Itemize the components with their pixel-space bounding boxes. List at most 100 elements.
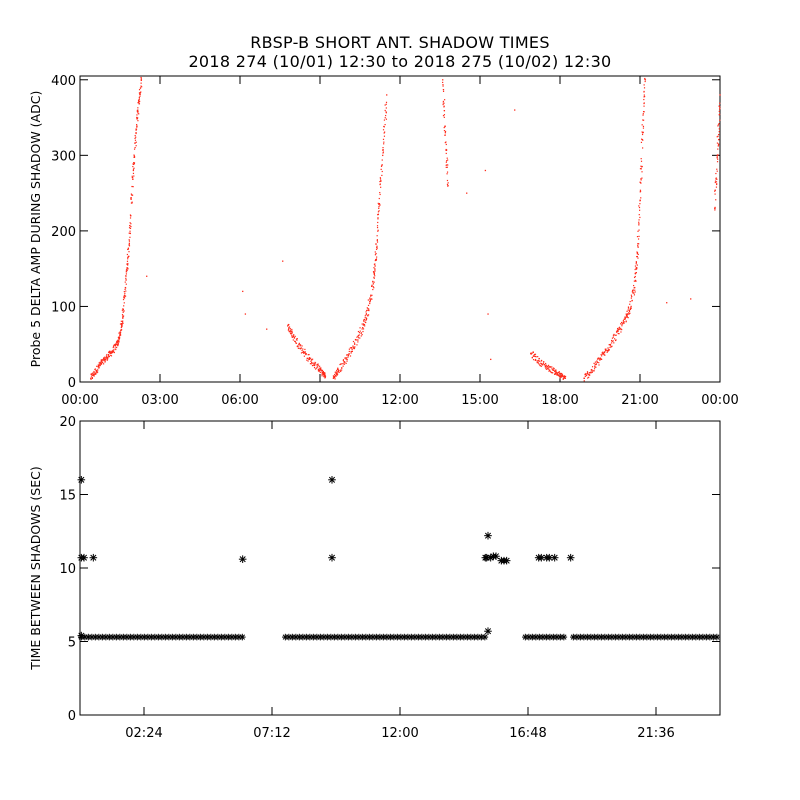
amp-data-point xyxy=(596,360,598,362)
amp-data-point xyxy=(313,364,315,366)
amp-data-point xyxy=(379,191,381,194)
amp-data-point xyxy=(108,355,110,357)
amp-data-point xyxy=(618,333,620,335)
amp-data-point xyxy=(104,356,106,358)
amp-data-point xyxy=(306,359,308,361)
amp-data-point xyxy=(534,358,537,361)
amp-data-point xyxy=(378,203,380,206)
amp-data-point xyxy=(714,193,716,195)
amp-data-point xyxy=(642,127,645,129)
amp-data-point xyxy=(113,344,115,346)
amp-data-point xyxy=(129,227,132,230)
amp-data-point xyxy=(717,154,719,156)
amp-data-point xyxy=(135,141,137,143)
amp-data-point xyxy=(123,305,125,307)
amp-data-point xyxy=(378,203,381,205)
amp-data-point xyxy=(133,155,135,157)
amp-data-point xyxy=(635,261,637,264)
amp-data-point xyxy=(339,363,341,366)
amp-data-point xyxy=(290,333,292,335)
amp-data-point xyxy=(599,358,601,360)
amp-data-point xyxy=(635,280,637,282)
amp-data-point xyxy=(116,340,118,343)
amp-data-point xyxy=(556,373,558,375)
amp-data-point xyxy=(140,82,142,84)
amp-data-point xyxy=(354,346,356,348)
amp-data-point xyxy=(287,329,290,331)
amp-data-point xyxy=(312,362,314,364)
amp-data-point xyxy=(556,374,558,376)
amp-data-point xyxy=(559,373,561,375)
amp-data-point xyxy=(118,337,120,339)
amp-data-point xyxy=(334,371,336,373)
amp-data-point xyxy=(375,248,378,250)
amp-data-point xyxy=(384,104,386,106)
amp-data-point xyxy=(314,362,317,364)
amp-data-point xyxy=(368,308,370,310)
amp-data-point xyxy=(617,330,619,332)
amp-data-point xyxy=(625,313,627,315)
amp-data-point xyxy=(443,105,445,107)
amp-data-point xyxy=(614,338,616,340)
amp-data-point xyxy=(715,178,717,180)
amp-data-point xyxy=(590,372,592,374)
amp-data-point xyxy=(288,326,291,328)
gap-data-point xyxy=(566,553,575,562)
amp-data-point xyxy=(370,294,372,296)
amp-data-point xyxy=(367,307,369,310)
amp-data-point xyxy=(126,253,129,256)
amp-data-point xyxy=(372,283,375,285)
amp-data-point xyxy=(554,372,557,374)
amp-data-point xyxy=(639,216,641,219)
amp-data-point xyxy=(640,160,643,162)
amp-data-point xyxy=(318,370,320,372)
amp-data-point xyxy=(146,275,148,277)
amp-data-point xyxy=(379,177,381,179)
gap-data-point xyxy=(328,553,336,562)
amp-data-point xyxy=(300,347,303,349)
amp-data-point xyxy=(92,372,94,374)
amp-data-point xyxy=(125,271,128,273)
amp-data-point xyxy=(353,342,356,344)
amp-data-point xyxy=(340,370,342,373)
amp-data-point xyxy=(376,235,378,237)
amp-data-point xyxy=(620,331,622,333)
amp-data-point xyxy=(138,100,140,102)
amp-data-point xyxy=(95,373,97,375)
amp-data-point xyxy=(716,136,718,138)
gap-ylabel: TIME BETWEEN SHADOWS (SEC) xyxy=(28,466,43,671)
gap-plot: 02:24 07:12 12:00 16:48 21:36 0 5 10 15 20 TIME BE… xyxy=(28,415,721,741)
amp-data-point xyxy=(112,351,114,353)
amp-data-point xyxy=(337,369,340,371)
amp-data-point xyxy=(619,328,621,331)
amp-data-point xyxy=(380,165,383,167)
amp-data-point xyxy=(383,119,386,121)
amp-data-point xyxy=(129,224,131,227)
amp-data-point xyxy=(125,290,127,292)
amp-data-point xyxy=(128,239,130,241)
amp-data-point xyxy=(367,299,369,301)
amp-series-5 xyxy=(583,77,647,382)
amp-data-point xyxy=(301,345,303,347)
amp-data-point xyxy=(136,116,138,119)
amp-data-point xyxy=(627,309,629,311)
amp-data-point xyxy=(134,146,136,149)
amp-data-point xyxy=(635,271,638,274)
amp-data-point xyxy=(609,346,611,349)
amp-data-point xyxy=(360,335,362,337)
amp-data-point xyxy=(129,232,132,235)
amp-data-point xyxy=(378,205,380,208)
amp-data-point xyxy=(533,354,535,356)
amp-data-point xyxy=(549,370,551,372)
amp-data-point xyxy=(358,332,361,334)
amp-data-point xyxy=(364,317,366,319)
amp-data-point xyxy=(125,269,128,271)
amp-data-point xyxy=(294,340,296,343)
amp-data-point xyxy=(634,273,636,275)
amp-data-point xyxy=(612,334,615,336)
amp-data-point xyxy=(109,351,111,353)
amp-data-point xyxy=(133,156,136,158)
amp-data-point xyxy=(585,373,587,375)
amp-data-point xyxy=(383,141,385,143)
amp-data-point xyxy=(357,330,360,333)
